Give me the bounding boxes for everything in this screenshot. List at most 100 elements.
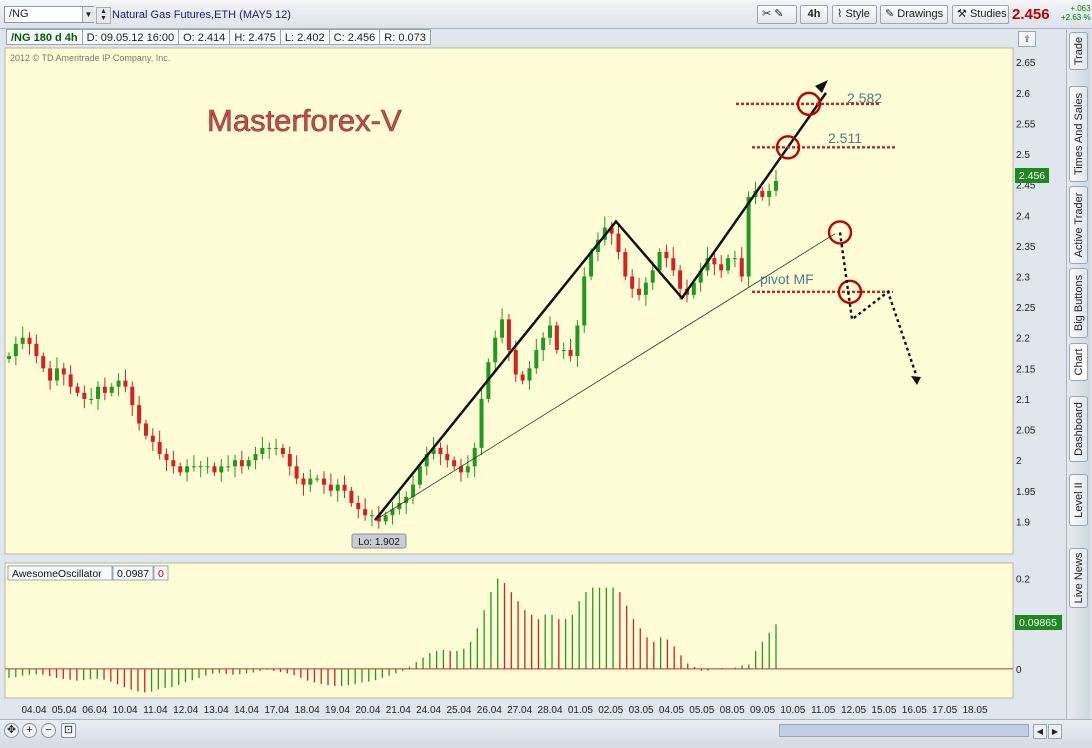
candle-body (623, 252, 628, 277)
oscillator-name[interactable]: AwesomeOscillator (12, 568, 102, 580)
price-tick-label: 1.9 (1016, 517, 1030, 528)
candle-body (34, 343, 39, 357)
candle-body (232, 460, 237, 467)
interval-button[interactable]: 4h (800, 5, 828, 24)
price-tick-label: 2.5 (1016, 150, 1030, 161)
drawing-layer (374, 80, 921, 521)
drawings-button[interactable]: ✎ Drawings (880, 5, 948, 24)
price-tick-label: 2.4 (1016, 211, 1030, 222)
target-circle (796, 91, 822, 117)
price-chart[interactable]: 2012 © TD Ameritrade IP Company, Inc. Ma… (0, 0, 1066, 719)
oscillator-value2: 0 (158, 568, 164, 580)
candle-body (712, 258, 717, 265)
candle-body (568, 349, 573, 357)
candle-body (274, 447, 279, 449)
candle-body (760, 190, 765, 197)
info-ticker[interactable]: /NG 180 d 4h (6, 29, 83, 45)
candle-body (109, 386, 114, 393)
tab-active-trader-label: Active Trader (1072, 192, 1085, 258)
candle-body (493, 337, 498, 363)
candle-body (500, 319, 505, 338)
candle-body (294, 466, 299, 479)
time-tick-label: 08.05 (720, 705, 745, 716)
time-tick-label: 06.04 (82, 705, 107, 716)
style-button[interactable]: ⌇ Style (832, 5, 877, 24)
target-circle (827, 220, 853, 245)
price-pane-background (4, 47, 1014, 555)
candle-body (342, 484, 347, 491)
tab-live-news-label: Live News (1072, 552, 1085, 604)
candle-body (205, 466, 210, 468)
tab-chart[interactable]: Chart (1069, 343, 1088, 381)
current-price-text: 2.456 (1019, 170, 1045, 182)
time-tick-label: 12.04 (173, 705, 198, 716)
top-toolbar: /NG ▼ ▲ ▼ Natural Gas Futures,ETH (MAY5 1… (0, 0, 1092, 29)
bottom-toolbar: ✥ + − ⊡ ◀ ▶ (0, 719, 1092, 748)
tab-live-news[interactable]: Live News (1069, 548, 1088, 608)
oscillator-pane-background (4, 562, 1014, 699)
scroll-right-button[interactable]: ▶ (1048, 724, 1062, 739)
zoom-fit-icon[interactable]: ⊡ (61, 723, 76, 738)
zoom-in-icon[interactable]: + (22, 723, 37, 738)
tab-big-buttons[interactable]: Big Buttons (1069, 268, 1088, 338)
symbol-dropdown-button[interactable]: ▼ (82, 7, 94, 22)
settings-tools-button[interactable]: ✂ ✎ (757, 5, 797, 24)
symbol-description: Natural Gas Futures,ETH (MAY5 12) (112, 9, 291, 21)
candle-body (54, 368, 59, 381)
candle-body (664, 252, 669, 259)
candle-body (479, 398, 484, 448)
candle-body (726, 258, 731, 271)
candle-body (719, 264, 724, 271)
pan-icon[interactable]: ✥ (4, 723, 19, 738)
candle-body (253, 454, 258, 461)
tab-times-and-sales[interactable]: Times And Sales (1069, 86, 1088, 182)
time-tick-label: 10.05 (780, 705, 805, 716)
tab-dashboard[interactable]: Dashboard (1069, 396, 1088, 462)
tab-level-ii[interactable]: Level II (1069, 474, 1088, 526)
candle-body (424, 454, 429, 467)
symbol-arrows-icon[interactable]: ▲ ▼ (96, 7, 111, 24)
change-readout: +.063 +2.63 % (1061, 4, 1091, 22)
candle-body (554, 325, 559, 350)
candle-body (96, 386, 101, 399)
zoom-out-icon[interactable]: − (41, 723, 56, 738)
time-tick-label: 03.05 (629, 705, 654, 716)
export-icon[interactable]: ⇪ (1018, 31, 1036, 47)
candle-body (452, 460, 457, 467)
candle-body (404, 496, 409, 504)
studies-label: Studies (969, 8, 1007, 20)
oscillator-value: 0.0987 (117, 568, 149, 580)
time-tick-label: 28.04 (538, 705, 563, 716)
tab-trade-label: Trade (1072, 36, 1085, 66)
time-tick-label: 11.05 (811, 705, 836, 716)
tab-active-trader[interactable]: Active Trader (1069, 186, 1088, 264)
time-tick-label: 14.04 (234, 705, 259, 716)
candle-body (287, 454, 292, 467)
scroll-left-button[interactable]: ◀ (1033, 724, 1047, 739)
target-circle (775, 135, 801, 160)
price-tick-label: 2.15 (1016, 364, 1036, 375)
time-tick-label: 19.04 (325, 705, 350, 716)
watermark-text: Masterforex-V (207, 103, 402, 138)
candle-body (171, 460, 176, 467)
tab-dashboard-label: Dashboard (1072, 402, 1085, 456)
current-price-tag: 2.456 (1015, 168, 1049, 183)
candle-body (61, 368, 66, 375)
candle-body (376, 515, 381, 522)
candle-body (13, 343, 18, 357)
tab-trade[interactable]: Trade (1069, 32, 1088, 70)
candle-body (561, 349, 566, 351)
oscillator-axis: 00.2 (5, 575, 1030, 676)
candle-body (438, 447, 443, 455)
drawings-label: Drawings (897, 8, 944, 20)
candle-body (137, 405, 142, 424)
candle-body (322, 478, 327, 485)
candle-body (616, 233, 621, 253)
horizontal-scrollbar[interactable] (779, 724, 1029, 737)
price-tick-label: 2.2 (1016, 334, 1030, 345)
candlestick-series (7, 169, 778, 529)
time-tick-label: 04.04 (21, 705, 46, 716)
projection-dotted-line (838, 232, 918, 375)
studies-button[interactable]: ⚒ Studies (952, 5, 1009, 24)
time-tick-label: 18.04 (295, 705, 320, 716)
